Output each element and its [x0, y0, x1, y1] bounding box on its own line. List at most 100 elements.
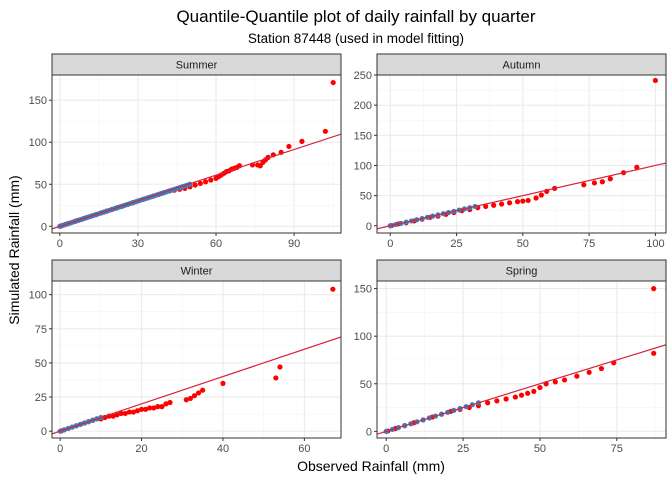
qq-point-high	[561, 377, 568, 383]
x-tick-label: 40	[217, 443, 229, 455]
qq-point-high	[503, 396, 509, 402]
qq-point-high	[110, 413, 116, 419]
qq-point-high	[533, 195, 539, 201]
qq-point-high	[299, 138, 305, 144]
qq-point-high	[537, 384, 543, 391]
qq-point-high	[552, 379, 558, 385]
y-tick-label: 100	[354, 331, 372, 343]
y-tick-label: 200	[354, 100, 372, 112]
x-tick-label: 50	[517, 238, 529, 250]
qq-point-high	[512, 394, 518, 400]
y-tick-label: 50	[35, 358, 47, 370]
qq-point-high	[286, 143, 292, 150]
x-tick-label: 0	[387, 238, 393, 250]
facet-panels: Summer 0 30 60 90 0 50 100 150 Autumn 0 25 50 75 100 0 5…	[29, 53, 667, 455]
x-tick-label: 75	[583, 238, 595, 250]
y-tick-label: 100	[29, 290, 47, 302]
qq-point-high	[118, 410, 124, 417]
facet-strip-label: Winter	[181, 266, 213, 278]
qq-point-high	[155, 404, 161, 410]
y-tick-label: 50	[360, 379, 372, 391]
y-tick-label: 75	[35, 324, 47, 336]
qq-point-high	[197, 180, 204, 187]
x-tick-label: 0	[383, 443, 389, 455]
qq-point-high	[167, 399, 173, 406]
qq-point-high	[143, 406, 149, 412]
panel-background	[52, 75, 341, 233]
qq-point-high	[138, 406, 145, 412]
x-tick-label: 60	[298, 443, 310, 455]
x-tick-label: 25	[457, 443, 469, 455]
qq-point-high	[651, 350, 657, 356]
reference-line	[377, 162, 666, 230]
qq-point-high	[598, 365, 605, 372]
panel-background	[377, 281, 666, 438]
qq-point-high	[273, 375, 279, 381]
y-tick-label: 150	[29, 95, 47, 107]
qq-point-high	[574, 373, 580, 379]
qq-point-high	[491, 202, 497, 208]
facet-strip-label: Summer	[176, 60, 218, 72]
reference-line	[52, 133, 341, 230]
qq-point-high	[114, 412, 120, 418]
facet-strip-label: Autumn	[503, 60, 541, 72]
qq-point-high	[634, 164, 640, 170]
qq-point-outlier	[330, 286, 336, 292]
qq-point-outlier	[330, 79, 336, 86]
x-tick-label: 25	[450, 238, 462, 250]
panel-marks	[377, 286, 666, 435]
chart-subtitle: Station 87448 (used in model fitting)	[248, 31, 464, 46]
x-tick-label: 20	[135, 443, 147, 455]
qq-point-high	[591, 180, 598, 186]
qq-point-high	[506, 200, 513, 206]
qq-point-high	[581, 182, 587, 188]
qq-point-high	[122, 410, 128, 417]
qq-point-high	[195, 390, 202, 396]
qq-point-high	[525, 390, 531, 396]
panel-background	[377, 75, 666, 233]
y-tick-label: 0	[41, 221, 47, 233]
qq-point-high	[586, 369, 592, 375]
facet-panel-winter: Winter 0 20 40 60 0 25 50 75 100	[29, 259, 342, 455]
qq-point-high	[163, 401, 169, 407]
qq-point-high	[208, 177, 214, 183]
qq-point-high	[520, 198, 526, 204]
y-tick-label: 0	[41, 426, 47, 438]
y-tick-label: 250	[354, 70, 372, 82]
panel-marks	[52, 79, 341, 230]
x-tick-label: 60	[210, 238, 222, 250]
x-tick-label: 50	[534, 443, 546, 455]
qq-point-high	[499, 201, 505, 207]
qq-point-high	[134, 408, 141, 414]
qq-point-high	[159, 404, 165, 410]
panel-marks	[52, 286, 341, 435]
x-tick-label: 100	[646, 238, 664, 250]
y-axis-label: Simulated Rainfall (mm)	[6, 175, 22, 324]
facet-strip-label: Spring	[506, 266, 538, 278]
panel-border	[376, 280, 667, 439]
qq-point-outlier	[651, 286, 657, 292]
qq-point-high	[200, 387, 206, 393]
qq-point-high	[192, 182, 198, 188]
qq-point-high	[187, 395, 193, 402]
y-tick-label: 0	[366, 426, 372, 438]
x-axis-label: Observed Rainfall (mm)	[297, 458, 445, 474]
panel-border	[51, 74, 342, 234]
qq-point-high	[147, 405, 153, 411]
y-tick-label: 150	[354, 130, 372, 142]
facet-panel-summer: Summer 0 30 60 90 0 50 100 150	[29, 53, 342, 250]
qq-point-high	[531, 388, 537, 394]
qq-point-outlier	[652, 77, 658, 84]
qq-point-high	[126, 409, 132, 415]
qq-point-high	[191, 393, 198, 399]
panel-background	[52, 281, 341, 438]
qq-point-high	[599, 179, 605, 185]
qq-point-high	[514, 199, 521, 205]
qq-point-high	[151, 405, 157, 411]
x-tick-label: 90	[288, 238, 300, 250]
x-tick-label: 75	[611, 443, 623, 455]
panel-border	[51, 280, 342, 439]
y-tick-label: 150	[354, 284, 372, 296]
